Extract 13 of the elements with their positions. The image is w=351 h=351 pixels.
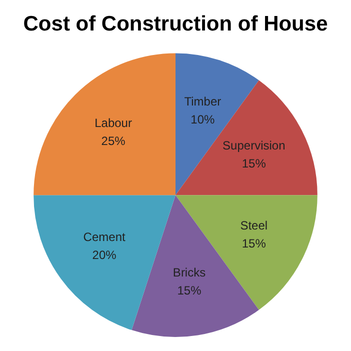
slice-label: Cement [83, 230, 126, 244]
slice-label: Steel [240, 218, 268, 232]
slice-label: Timber [184, 94, 222, 109]
data-label: 15% [177, 283, 202, 298]
slice-label: Labour [94, 116, 132, 130]
data-label: 10% [190, 112, 216, 127]
data-label: 25% [101, 134, 126, 148]
chart-title: Cost of Construction of House [23, 12, 328, 36]
data-label: 15% [242, 156, 266, 170]
slice-label: Bricks [172, 265, 206, 280]
data-label: 15% [242, 236, 266, 250]
slice-label: Supervision [222, 138, 286, 152]
data-label: 20% [92, 248, 117, 262]
